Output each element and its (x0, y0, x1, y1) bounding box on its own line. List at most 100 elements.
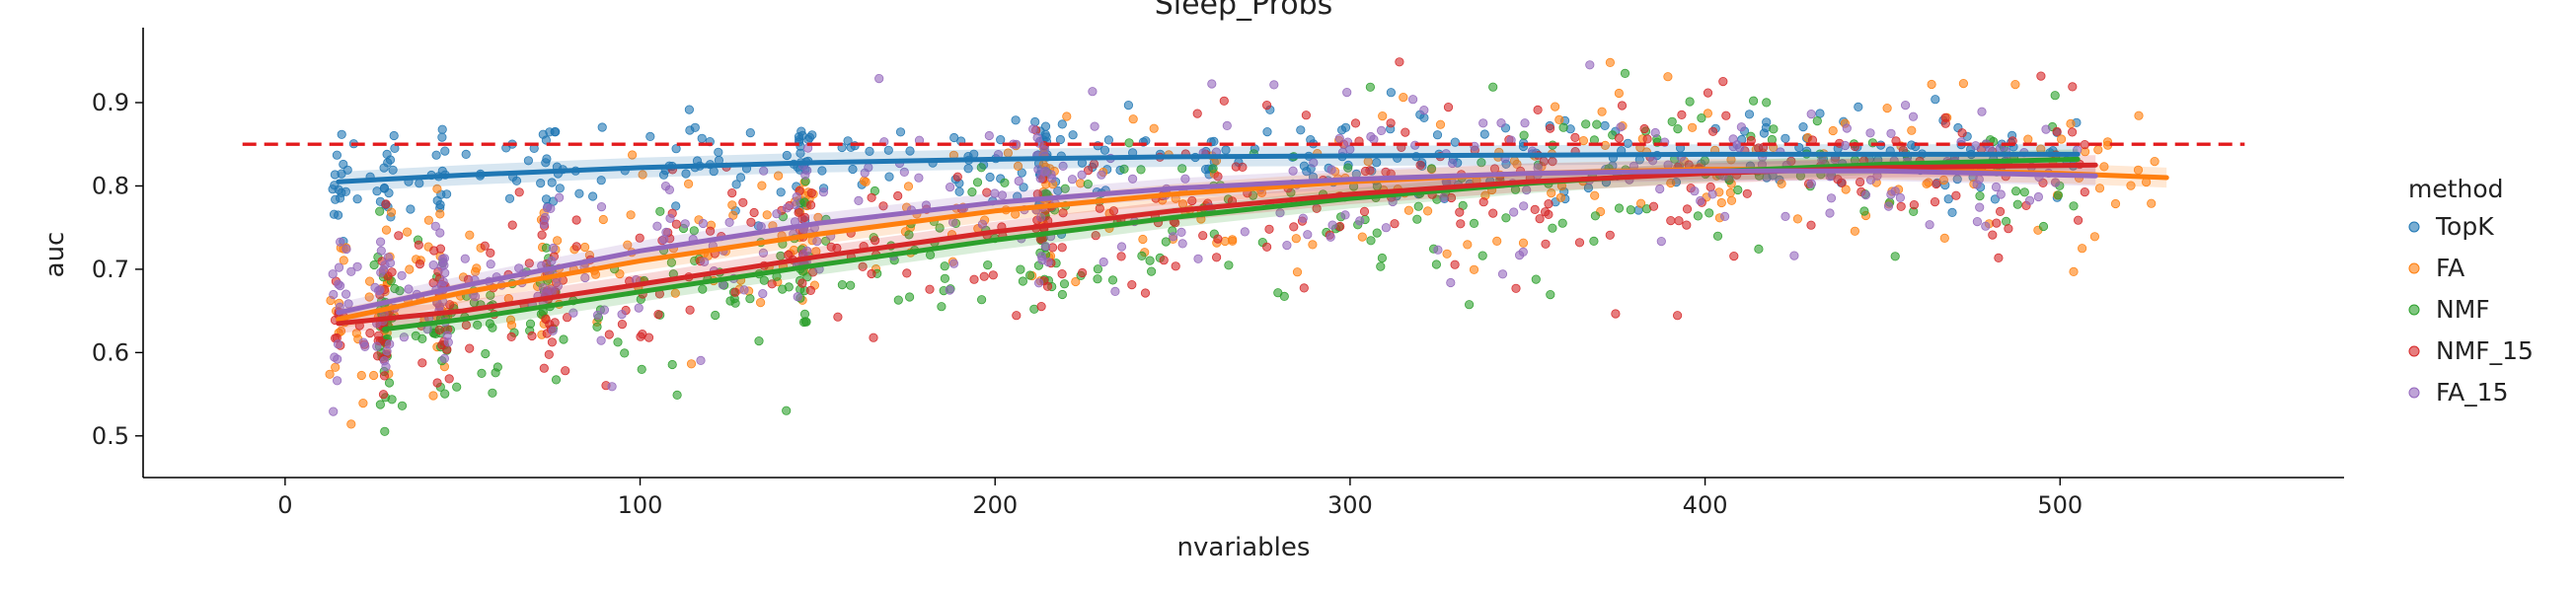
scatter-point-fa_15 (1036, 252, 1047, 261)
scatter-point-nmf (940, 273, 950, 283)
scatter-point-fa_15 (1116, 242, 1127, 252)
scatter-point-topk (1057, 119, 1067, 129)
scatter-point-nmf (1712, 231, 1723, 241)
scatter-point-nmf_15 (374, 331, 384, 340)
trend-line-fa_15 (336, 168, 2098, 316)
scatter-point-nmf (473, 320, 483, 330)
scatter-point-topk (542, 154, 552, 164)
scatter-point-nmf_15 (1084, 166, 1094, 176)
scatter-point-fa_15 (542, 203, 553, 213)
scatter-point-fa_15 (385, 258, 396, 268)
scatter-point-fa_15 (1355, 216, 1365, 226)
scatter-point-fa_15 (1043, 257, 1053, 267)
scatter-point-fa (1071, 276, 1081, 287)
scatter-point-fa_15 (1789, 251, 1799, 260)
scatter-point-nmf_15 (1546, 123, 1555, 133)
scatter-point-fa_15 (854, 195, 864, 205)
scatter-point-fa (1590, 190, 1600, 200)
scatter-point-fa_15 (634, 303, 644, 313)
scatter-point-nmf (976, 163, 986, 173)
scatter-point-fa (1726, 195, 1737, 205)
scatter-point-fa_15 (1825, 208, 1835, 218)
scatter-point-fa_15 (1496, 118, 1506, 128)
scatter-point-fa_15 (341, 244, 351, 255)
scatter-point-topk (536, 179, 546, 188)
scatter-point-nmf_15 (1289, 222, 1299, 232)
scatter-point-topk (1209, 136, 1219, 146)
scatter-point-nmf (1705, 208, 1714, 218)
scatter-point-nmf (1859, 206, 1869, 216)
scatter-point-nmf_15 (826, 242, 836, 252)
scatter-point-fa_15 (984, 130, 994, 141)
legend: method TopK FA NMF NMF_15 FA_15 (2408, 175, 2534, 407)
scatter-point-nmf_15 (1666, 216, 1676, 226)
scatter-point-nmf_15 (379, 371, 390, 381)
scatter-point-nmf_15 (394, 231, 404, 241)
scatter-point-fa_15 (607, 382, 617, 392)
scatter-point-fa_15 (404, 284, 414, 294)
scatter-point-fa (626, 210, 636, 220)
scatter-point-nmf_15 (1058, 208, 1068, 218)
scatter-point-nmf_15 (1530, 204, 1540, 214)
scatter-point-nmf_15 (988, 270, 998, 280)
scatter-point-fa (2057, 134, 2067, 144)
scatter-point-nmf (1059, 279, 1070, 289)
scatter-point-fa_15 (329, 289, 339, 300)
scatter-point-topk (461, 149, 471, 159)
scatter-point-nmf (1137, 251, 1147, 260)
scatter-point-nmf (481, 348, 491, 359)
legend-marker-topk (2408, 221, 2420, 233)
scatter-point-topk (714, 147, 723, 157)
scatter-point-nmf_15 (1544, 209, 1553, 219)
scatter-point-nmf_15 (1856, 177, 1865, 187)
scatter-point-topk (782, 150, 792, 161)
scatter-point-nmf_15 (2080, 187, 2089, 197)
scatter-point-nmf_15 (705, 226, 716, 236)
scatter-point-fa_15 (1309, 158, 1319, 168)
scatter-point-nmf_15 (571, 215, 581, 225)
scatter-point-nmf (754, 335, 764, 346)
scatter-point-fa (2066, 118, 2076, 129)
scatter-point-topk (555, 184, 565, 193)
scatter-point-fa_15 (373, 285, 384, 296)
scatter-point-nmf (440, 389, 450, 399)
scatter-point-nmf_15 (1140, 288, 1151, 298)
scatter-point-fa (1792, 214, 1803, 224)
scatter-point-nmf_15 (979, 271, 989, 281)
scatter-point-nmf_15 (1718, 77, 1728, 87)
scatter-point-nmf (369, 259, 379, 270)
scatter-point-nmf_15 (1511, 283, 1521, 293)
scatter-point-nmf (477, 368, 487, 378)
scatter-point-fa (728, 210, 738, 220)
scatter-point-nmf_15 (1415, 160, 1425, 170)
legend-label-nmf: NMF (2436, 295, 2490, 324)
scatter-point-fa_15 (665, 213, 675, 223)
scatter-point-nmf (1343, 163, 1353, 173)
scatter-point-nmf (1376, 261, 1386, 271)
scatter-point-fa (1138, 234, 1148, 245)
scatter-point-nmf_15 (730, 287, 740, 297)
scatter-point-fa (1442, 249, 1452, 259)
scatter-point-fa_15 (1736, 122, 1747, 132)
scatter-point-fa_15 (1826, 193, 1837, 203)
scatter-point-nmf_15 (2068, 127, 2078, 137)
scatter-point-fa (903, 182, 914, 191)
scatter-point-nmf (976, 295, 987, 305)
scatter-point-nmf (1016, 264, 1025, 274)
scatter-point-fa_15 (1585, 60, 1595, 70)
scatter-point-nmf_15 (738, 197, 748, 207)
legend-marker-nmf (2408, 304, 2420, 316)
scatter-point-fa_15 (1886, 128, 1896, 138)
scatter-point-nmf_15 (480, 241, 490, 251)
scatter-point-nmf (1769, 124, 1779, 134)
scatter-point-fa_15 (1497, 269, 1508, 279)
scatter-point-topk (1123, 101, 1134, 111)
scatter-point-fa_15 (1925, 220, 1934, 230)
scatter-point-fa_15 (538, 283, 549, 293)
scatter-point-nmf (613, 337, 623, 347)
scatter-point-topk (848, 164, 858, 175)
scatter-point-fa_15 (1176, 227, 1186, 237)
scatter-point-nmf_15 (444, 374, 454, 384)
scatter-point-fa (1636, 198, 1646, 208)
scatter-point-fa_15 (1448, 158, 1458, 169)
